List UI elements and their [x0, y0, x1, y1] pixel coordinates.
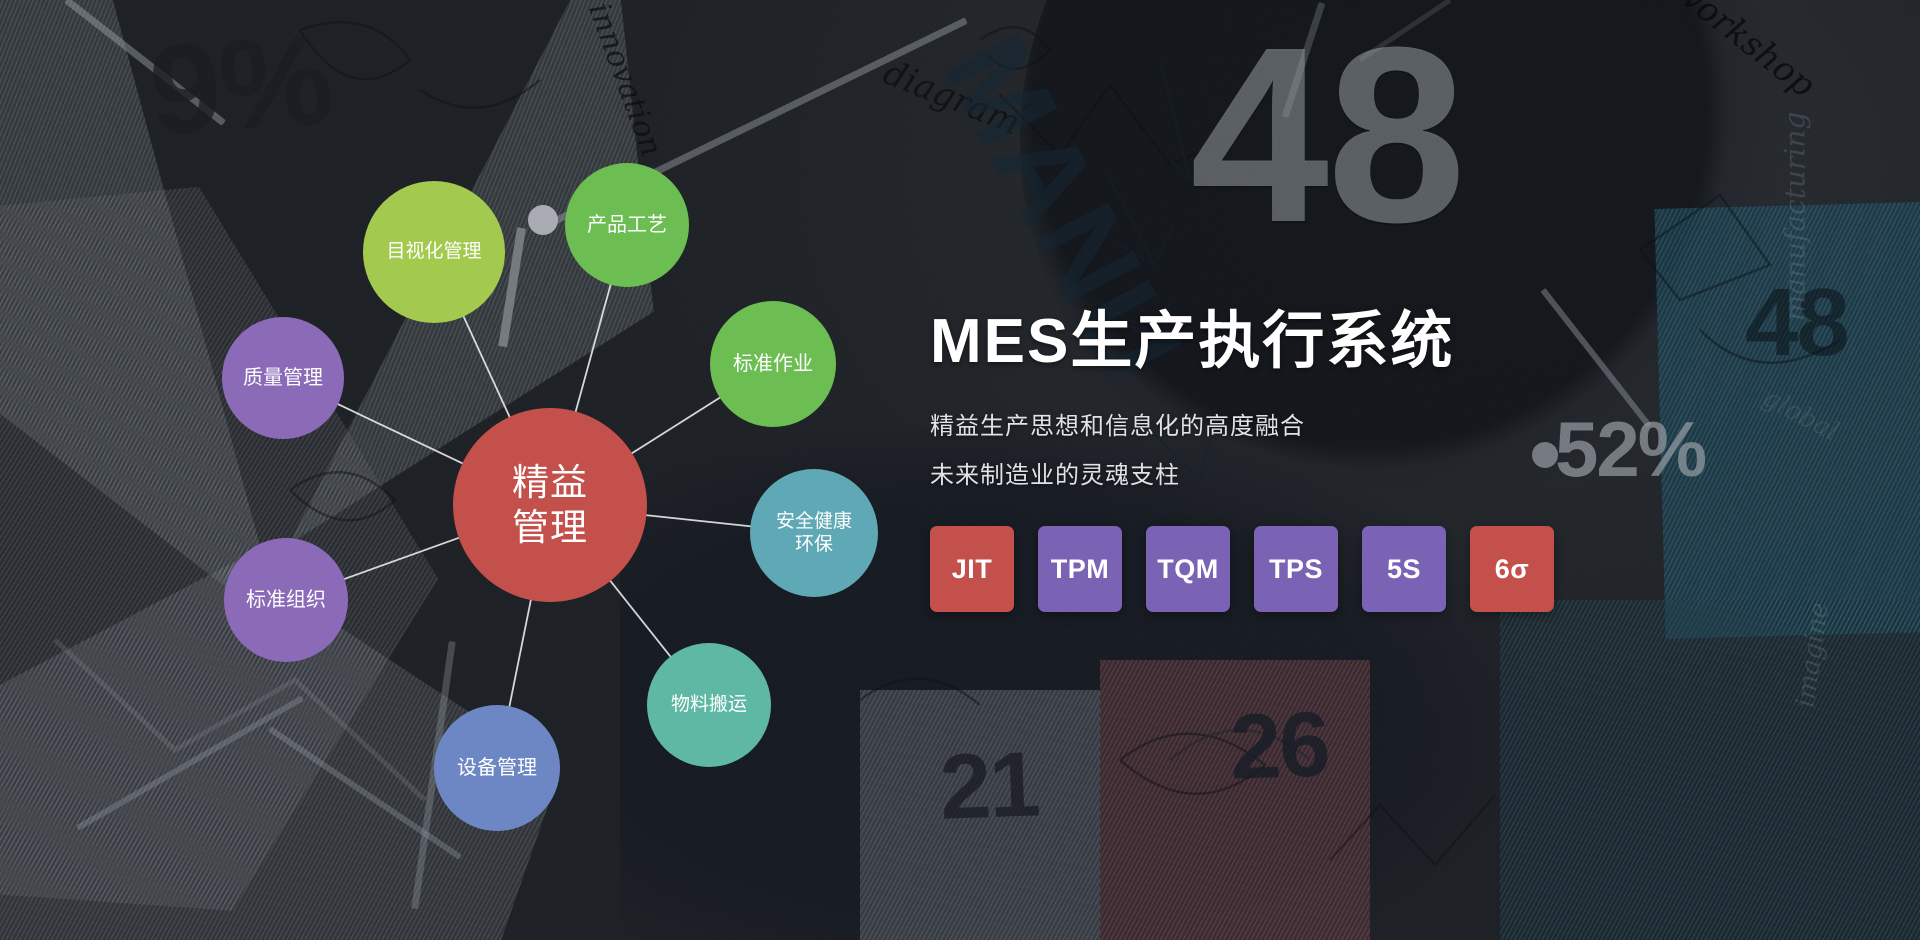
background-panel-maroon: [1100, 660, 1370, 940]
connector-line: [608, 578, 673, 659]
connector-line: [335, 402, 465, 466]
connector-line: [629, 395, 722, 455]
bubble-connector-lines: [335, 282, 753, 709]
bubble-node-4-label: 安全健康 环保: [775, 510, 852, 555]
percent-52-dot: [1532, 442, 1558, 468]
bubble-node-1-label: 目视化管理: [386, 241, 482, 263]
bubble-hub-lean-management-label: 精益 管理: [512, 461, 588, 548]
connector-line: [508, 597, 533, 709]
bubble-node-7-label: 标准组织: [246, 588, 326, 611]
ghost-number-52-percent: 52%: [1555, 410, 1707, 488]
bubble-hub-lean-management[interactable]: 精益 管理: [453, 408, 647, 602]
bubble-node-6[interactable]: 设备管理: [434, 705, 560, 831]
ghost-number-48-large: 48: [1190, 10, 1466, 260]
background-panel-gray: [860, 690, 1100, 940]
bubble-node-7[interactable]: 标准组织: [224, 538, 348, 662]
bubble-node-3[interactable]: 标准作业: [710, 301, 836, 427]
bubble-node-1[interactable]: 目视化管理: [363, 181, 505, 323]
tag-tps[interactable]: TPS: [1254, 526, 1338, 612]
bubble-node-8[interactable]: 质量管理: [222, 317, 344, 439]
tag-jit[interactable]: JIT: [930, 526, 1014, 612]
bubble-node-6-label: 设备管理: [457, 756, 537, 779]
page-title: MES生产执行系统: [930, 307, 1455, 376]
connector-line: [342, 536, 461, 581]
tag-tpm[interactable]: TPM: [1038, 526, 1122, 612]
ghost-number-48-small: 48: [1745, 275, 1850, 371]
connector-line: [644, 514, 753, 528]
hero-subtitle-line-2: 未来制造业的灵魂支柱: [930, 462, 1180, 489]
bubble-node-4[interactable]: 安全健康 环保: [750, 469, 878, 597]
bubble-node-5[interactable]: 物料搬运: [647, 643, 771, 767]
bubble-node-3-label: 标准作业: [733, 352, 813, 375]
methodology-tag-list: JIT TPM TQM TPS 5S 6σ: [930, 526, 1890, 612]
bubble-node-5-label: 物料搬运: [670, 694, 747, 716]
bubble-node-2[interactable]: 产品工艺: [565, 163, 689, 287]
hero-subtitle-line-1: 精益生产思想和信息化的高度融合: [930, 413, 1305, 440]
background-panel-teal-lower: [1500, 600, 1920, 940]
tag-5s[interactable]: 5S: [1362, 526, 1446, 612]
hero-content: MES生产执行系统 精益生产思想和信息化的高度融合 未来制造业的灵魂支柱 JIT…: [930, 290, 1890, 612]
tag-tqm[interactable]: TQM: [1146, 526, 1230, 612]
connector-line: [574, 282, 612, 414]
lean-management-bubble-diagram: 目视化管理 产品工艺标准作业安全健康 环保物料搬运设备管理 标准组织 质量管理精益 管理: [222, 163, 878, 831]
bubble-node-8-label: 质量管理: [243, 366, 323, 389]
bubble-node-2-label: 产品工艺: [587, 213, 667, 236]
tag-6σ[interactable]: 6σ: [1470, 526, 1554, 612]
connector-line: [461, 314, 512, 420]
pin-dot-icon: [528, 205, 558, 235]
